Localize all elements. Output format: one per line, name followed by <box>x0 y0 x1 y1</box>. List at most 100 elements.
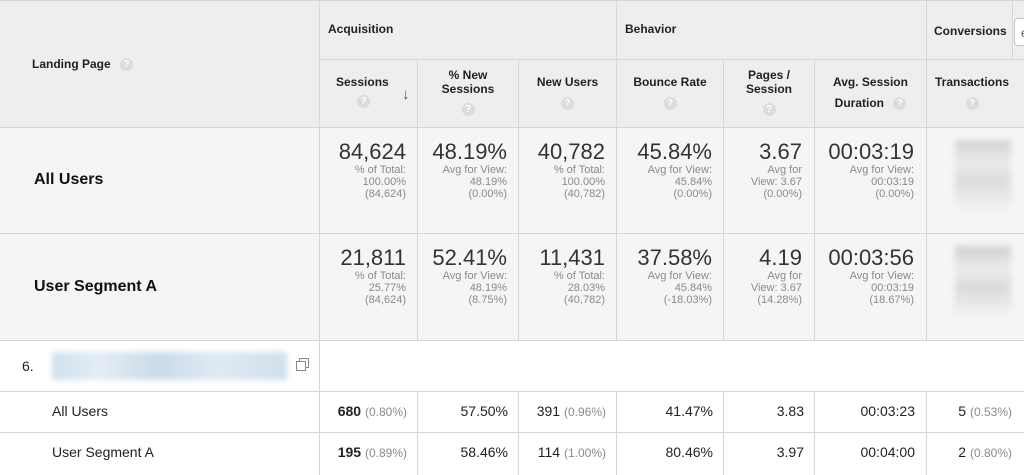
metric-sub: (40,782) <box>564 188 605 200</box>
help-wrap: ? <box>724 101 814 119</box>
detail-row-user-segment-a: User Segment A 195 (0.89%) 58.46% 114 (1… <box>0 433 1024 475</box>
metric-value: 37.58% <box>637 245 712 270</box>
group-conversions: Conversions <box>934 24 1007 38</box>
summary-row-user-segment-a <box>0 234 1024 340</box>
divider <box>814 392 815 475</box>
segment-label: All Users <box>52 403 109 419</box>
metric-pages-session: 3.67 Avg for View: 3.67 (0.00%) <box>724 139 802 201</box>
divider <box>616 0 617 341</box>
metric-sub: % of Total: <box>354 270 406 282</box>
help-icon[interactable]: ? <box>461 103 475 117</box>
divider <box>0 340 1024 341</box>
metric-sub: 48.19% <box>469 176 507 188</box>
cell-value: 5 <box>958 403 967 419</box>
metric-sub: (-18.03%) <box>663 294 712 306</box>
metric-sub: Avg for View: <box>647 164 712 176</box>
help-wrap: ? <box>418 101 518 119</box>
metric-value: 48.19% <box>432 139 507 164</box>
divider <box>319 0 320 475</box>
metric-sub: Avg for View: <box>849 164 914 176</box>
divider <box>723 392 724 475</box>
column-label: Pages / Session <box>724 60 814 96</box>
divider <box>518 60 519 341</box>
column-transactions[interactable]: Transactions ? <box>927 60 1024 127</box>
column-label: Transactions <box>934 75 1010 89</box>
redacted-transactions <box>955 246 1011 314</box>
help-icon[interactable]: ? <box>893 97 907 111</box>
divider <box>1012 0 1013 60</box>
divider <box>926 0 927 341</box>
cell-pct-new: 58.46% <box>460 444 508 460</box>
divider <box>0 391 1024 392</box>
sort-desc-icon[interactable]: ↓ <box>402 86 410 103</box>
open-in-new-window-icon[interactable] <box>296 358 309 371</box>
help-icon[interactable]: ? <box>561 97 574 111</box>
help-icon[interactable]: ? <box>120 58 134 72</box>
metric-sub: (40,782) <box>564 294 605 306</box>
landing-page-label: Landing Page <box>32 57 111 71</box>
cell-percent: (0.89%) <box>364 446 407 460</box>
metric-sub: 45.84% <box>674 176 712 188</box>
column-label-line1: Pages / <box>747 68 791 82</box>
column-label-line1: Avg. Session <box>833 75 908 89</box>
column-sessions[interactable]: Sessions ↓ ? <box>320 60 417 127</box>
summary-row-all-users <box>0 128 1024 233</box>
cell-new-users: 114 (1.00%) <box>519 444 606 460</box>
metric-value: 3.67 <box>759 139 802 164</box>
help-icon[interactable]: ? <box>357 95 370 108</box>
column-bounce-rate[interactable]: Bounce Rate ? <box>617 60 723 127</box>
divider <box>0 0 1024 1</box>
metric-avg-duration: 00:03:56 Avg for View: 00:03:19 (18.67%) <box>815 246 914 307</box>
cell-value: 391 <box>536 403 561 419</box>
metric-sub: 100.00% <box>561 176 605 188</box>
landing-page-header[interactable]: Landing Page ? <box>32 57 134 72</box>
metric-sessions: 84,624 % of Total: 100.00% (84,624) <box>320 140 406 201</box>
metric-sub: View: 3.67 <box>750 282 802 294</box>
metric-sub: 45.84% <box>674 282 712 294</box>
segment-label: All Users <box>34 171 104 188</box>
column-label-line2: Duration ? <box>815 89 926 111</box>
metric-pct-new: 48.19% Avg for View: 48.19% (0.00%) <box>418 139 507 201</box>
detail-row-all-users: All Users 680 (0.80%) 57.50% 391 (0.96%)… <box>0 392 1024 432</box>
cell-transactions: 5 (0.53%) <box>927 403 1012 419</box>
cell-percent: (0.80%) <box>969 446 1012 460</box>
metric-sub: 00:03:19 <box>871 176 914 188</box>
cell-sessions: 680 (0.80%) <box>320 403 407 419</box>
metric-value: 00:03:19 <box>828 139 914 164</box>
metric-sub: Avg for View: <box>442 164 507 176</box>
metric-sub: (0.00%) <box>763 188 802 200</box>
column-avg-session-duration[interactable]: Avg. Session Duration ? <box>815 60 926 127</box>
help-icon[interactable]: ? <box>762 103 776 117</box>
metric-value: 21,811 <box>340 245 406 270</box>
help-wrap: ? <box>519 95 616 113</box>
metric-sub: Avg for <box>767 270 802 282</box>
conversions-goal-select[interactable]: e <box>1014 18 1024 46</box>
column-label-line2: Session <box>745 82 793 96</box>
metric-bounce-rate: 37.58% Avg for View: 45.84% (-18.03%) <box>617 245 712 307</box>
column-pct-new-sessions[interactable]: % New Sessions ? <box>418 60 518 127</box>
cell-pages: 3.83 <box>776 403 804 419</box>
column-pages-session[interactable]: Pages / Session ? <box>724 60 814 127</box>
cell-value: 195 <box>337 444 362 460</box>
metric-sub: % of Total: <box>354 164 406 176</box>
column-label: Bounce Rate <box>633 75 707 89</box>
conversions-select-value: e <box>1021 26 1024 40</box>
column-new-users[interactable]: New Users ? <box>519 60 616 127</box>
divider <box>0 432 1024 433</box>
metric-value: 45.84% <box>637 139 712 164</box>
group-acquisition: Acquisition <box>328 22 394 36</box>
help-wrap: ? <box>617 95 723 113</box>
metric-sub: (84,624) <box>365 294 406 306</box>
divider <box>723 60 724 341</box>
cell-pages: 3.97 <box>776 444 804 460</box>
help-icon[interactable]: ? <box>965 97 979 111</box>
divider <box>926 392 927 475</box>
segment-label: User Segment A <box>34 278 157 295</box>
help-icon[interactable]: ? <box>663 97 677 111</box>
cell-duration: 00:04:00 <box>860 444 916 460</box>
cell-value: 114 <box>537 444 561 460</box>
redacted-landing-page-url[interactable] <box>52 352 287 380</box>
divider <box>0 127 1024 128</box>
metric-sub: 00:03:19 <box>871 282 914 294</box>
cell-bounce: 80.46% <box>665 444 713 460</box>
